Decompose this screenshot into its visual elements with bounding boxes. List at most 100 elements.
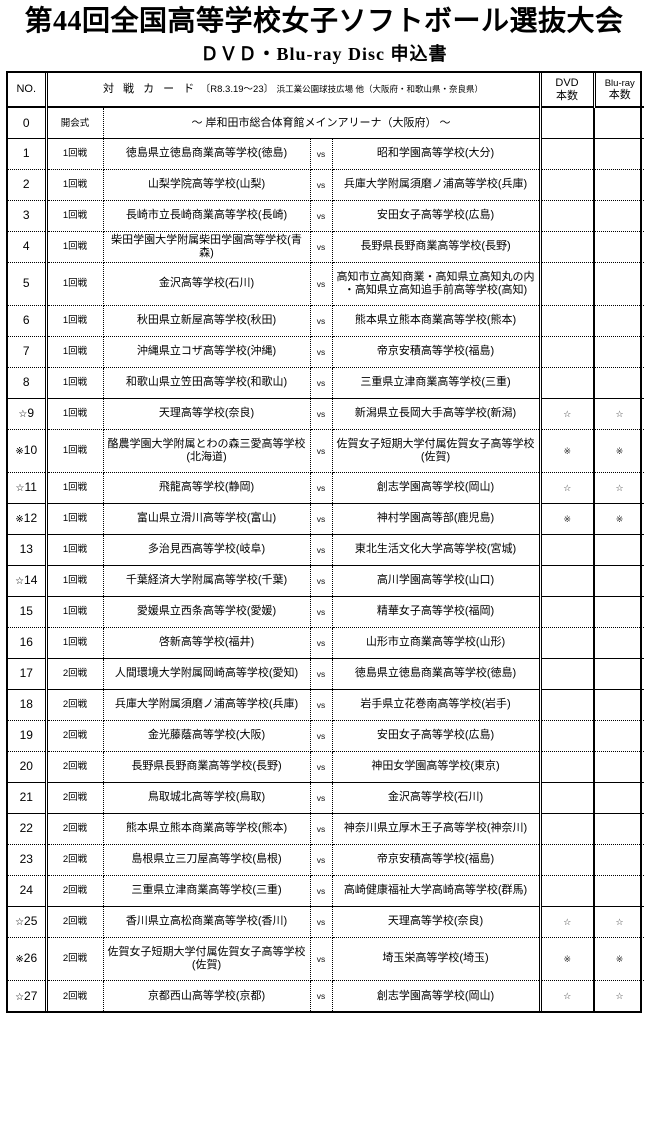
row-no: ☆11 (8, 472, 48, 504)
table-row: 21 2回戦 鳥取城北高等学校(鳥取) vs 金沢高等学校(石川) (8, 782, 645, 814)
row-bluray-count[interactable] (593, 200, 645, 232)
row-dvd-count[interactable]: ☆ (538, 980, 595, 1012)
row-bluray-count[interactable]: ☆ (593, 906, 645, 938)
row-dvd-count[interactable] (538, 751, 595, 783)
row-dvd-count[interactable] (538, 596, 595, 628)
page-subtitle: ＤＶＤ・Blu-ray Disc 申込書 (200, 44, 448, 64)
header-bluray-line2: 本数 (608, 89, 631, 101)
row-bluray-count[interactable] (593, 107, 645, 139)
row-dvd-count[interactable] (538, 534, 595, 566)
row-mark: ※ (15, 514, 24, 526)
row-team-right: 三重県立津商業高等学校(三重) (332, 367, 541, 399)
row-bluray-count[interactable] (593, 336, 645, 368)
row-dvd-count[interactable] (538, 720, 595, 752)
row-team-right: 神奈川県立厚木王子高等学校(神奈川) (332, 813, 541, 845)
row-bluray-count[interactable] (593, 138, 645, 170)
row-team-left: 富山県立滑川高等学校(富山) (103, 503, 311, 535)
row-team-right: 帝京安積高等学校(福島) (332, 844, 541, 876)
row-team-right: 高崎健康福祉大学高崎高等学校(群馬) (332, 875, 541, 907)
row-dvd-count[interactable] (538, 658, 595, 690)
table-row: 3 1回戦 長崎市立長崎商業高等学校(長崎) vs 安田女子高等学校(広島) (8, 200, 645, 232)
row-round: 1回戦 (46, 472, 104, 504)
table-row: ※26 2回戦 佐賀女子短期大学付属佐賀女子高等学校 (佐賀) vs 埼玉栄高等学校(埼玉… (8, 937, 645, 981)
row-bluray-count[interactable]: ※ (593, 429, 645, 473)
row-dvd-count[interactable] (538, 565, 595, 597)
row-dvd-count[interactable] (538, 169, 595, 201)
row-round: 2回戦 (46, 782, 104, 814)
row-dvd-count[interactable] (538, 336, 595, 368)
row-mark: ☆ (15, 483, 25, 495)
row-no: 13 (8, 534, 48, 566)
row-team-left: 金沢高等学校(石川) (103, 262, 311, 306)
row-bluray-count[interactable]: ※ (593, 503, 645, 535)
row-dvd-count[interactable]: ☆ (538, 472, 595, 504)
row-bluray-count[interactable] (593, 565, 645, 597)
row-bluray-count[interactable] (593, 169, 645, 201)
row-team-left: 天理高等学校(奈良) (103, 398, 311, 430)
row-bluray-count[interactable] (593, 813, 645, 845)
table-row: 17 2回戦 人間環境大学附属岡崎高等学校(愛知) vs 徳島県立徳島商業高等学校(徳島… (8, 658, 645, 690)
row-vs-label: vs (310, 262, 333, 306)
row-bluray-count[interactable] (593, 367, 645, 399)
row-team-right: 岩手県立花巻南高等学校(岩手) (332, 689, 541, 721)
row-team-left: 秋田県立新屋高等学校(秋田) (103, 305, 311, 337)
row-bluray-count[interactable] (593, 305, 645, 337)
row-dvd-count[interactable] (538, 305, 595, 337)
row-opening-venue: 〜 岸和田市総合体育館メインアリーナ（大阪府） 〜 (103, 107, 541, 139)
row-bluray-count[interactable]: ☆ (593, 398, 645, 430)
row-dvd-count[interactable] (538, 627, 595, 659)
row-dvd-count[interactable] (538, 262, 595, 306)
row-dvd-count[interactable] (538, 813, 595, 845)
row-dvd-count[interactable] (538, 367, 595, 399)
row-bluray-count[interactable] (593, 534, 645, 566)
row-round: 1回戦 (46, 200, 104, 232)
row-bluray-count[interactable] (593, 231, 645, 263)
row-vs-label: vs (310, 336, 333, 368)
row-round: 1回戦 (46, 262, 104, 306)
row-bluray-count[interactable]: ※ (593, 937, 645, 981)
row-dvd-count[interactable]: ※ (538, 429, 595, 473)
row-bluray-count[interactable]: ☆ (593, 472, 645, 504)
header-card-venue: 浜工業公園球技広場 他（大阪府・和歌山県・奈良県） (276, 84, 484, 95)
row-team-right: 帝京安積高等学校(福島) (332, 336, 541, 368)
table-row: ☆27 2回戦 京都西山高等学校(京都) vs 創志学園高等学校(岡山) ☆ ☆ (8, 980, 645, 1012)
row-bluray-count[interactable] (593, 875, 645, 907)
table-row: 13 1回戦 多治見西高等学校(岐阜) vs 東北生活文化大学高等学校(宮城) (8, 534, 645, 566)
row-dvd-count[interactable] (538, 200, 595, 232)
row-bluray-count[interactable] (593, 596, 645, 628)
table-row: ※12 1回戦 富山県立滑川高等学校(富山) vs 神村学園高等部(鹿児島) ※ ※ (8, 503, 645, 535)
row-bluray-count[interactable]: ☆ (593, 980, 645, 1012)
row-dvd-count[interactable]: ※ (538, 503, 595, 535)
row-dvd-count[interactable] (538, 782, 595, 814)
row-dvd-count[interactable] (538, 107, 595, 139)
row-bluray-count[interactable] (593, 627, 645, 659)
row-team-left: 愛媛県立西条高等学校(愛媛) (103, 596, 311, 628)
row-dvd-count[interactable] (538, 844, 595, 876)
row-dvd-count[interactable]: ※ (538, 937, 595, 981)
row-round: 2回戦 (46, 813, 104, 845)
row-dvd-count[interactable]: ☆ (538, 398, 595, 430)
row-dvd-count[interactable] (538, 138, 595, 170)
row-dvd-count[interactable] (538, 689, 595, 721)
row-dvd-count[interactable] (538, 231, 595, 263)
row-vs-label: vs (310, 980, 333, 1012)
row-bluray-count[interactable] (593, 689, 645, 721)
table-header-row: NO. 対 戦 カ ー ド 〔R8.3.19〜23〕 浜工業公園球技広場 他（大… (8, 73, 645, 109)
header-bluray-line1: Blu-ray (604, 77, 635, 89)
row-no: ☆27 (8, 980, 48, 1012)
row-bluray-count[interactable] (593, 782, 645, 814)
row-no: 2 (8, 169, 48, 201)
row-bluray-count[interactable] (593, 844, 645, 876)
row-team-right: 精華女子高等学校(福岡) (332, 596, 541, 628)
header-dvd-line2: 本数 (556, 89, 579, 102)
row-no: ※10 (8, 429, 48, 473)
row-bluray-count[interactable] (593, 658, 645, 690)
row-round: 1回戦 (46, 398, 104, 430)
row-bluray-count[interactable] (593, 720, 645, 752)
row-bluray-count[interactable] (593, 262, 645, 306)
row-dvd-count[interactable]: ☆ (538, 906, 595, 938)
table-row: 23 2回戦 島根県立三刀屋高等学校(島根) vs 帝京安積高等学校(福島) (8, 844, 645, 876)
row-dvd-count[interactable] (538, 875, 595, 907)
row-bluray-count[interactable] (593, 751, 645, 783)
row-no: 5 (8, 262, 48, 306)
